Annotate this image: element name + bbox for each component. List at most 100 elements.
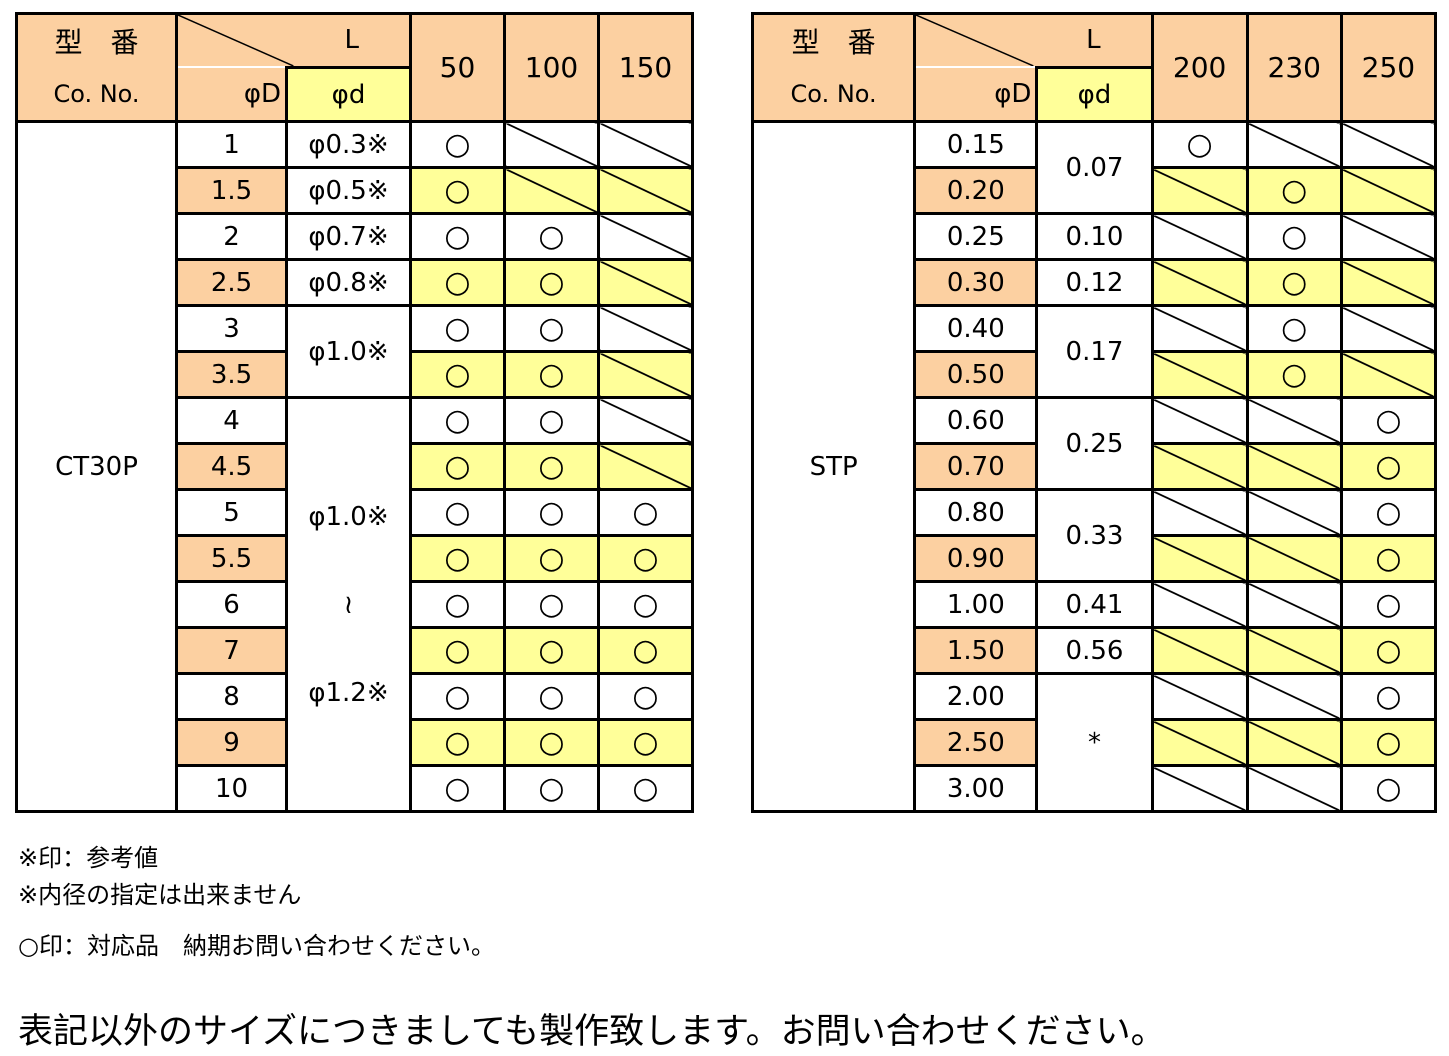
body-row: 3 φ1.0※ ○ ○: [17, 304, 694, 399]
body-row: 0.90 ○: [753, 534, 1438, 583]
header-L: L: [344, 25, 360, 55]
header-D: φD: [175, 67, 287, 123]
available-mark: ○: [503, 764, 600, 813]
note: ○印：対応品 納期お問い合わせください。: [18, 932, 495, 960]
header-model: 型 番: [750, 12, 917, 68]
model-name: STP: [750, 120, 917, 813]
body-row: 2.50 ○: [753, 718, 1438, 767]
body-row: 2.00 * ○: [753, 672, 1438, 813]
not-available: [1245, 534, 1343, 583]
inner-diameter: φ0.5※: [285, 166, 412, 215]
inner-diameter: 0.10: [1035, 212, 1154, 261]
available-mark: ○: [409, 120, 506, 169]
available-mark: ○: [1339, 718, 1438, 767]
not-available: [597, 442, 694, 491]
outer-diameter: 0.90: [913, 534, 1039, 583]
body-row: 0.25 0.10 ○: [753, 212, 1438, 261]
available-mark: ○: [409, 212, 506, 261]
inner-diameter: φ0.3※: [285, 120, 412, 169]
available-mark: ○: [503, 258, 600, 307]
header-length: 200: [1150, 12, 1249, 123]
available-mark: ○: [409, 672, 506, 721]
inner-diameter: 0.12: [1035, 258, 1154, 307]
not-available: [1150, 304, 1249, 353]
available-mark: ○: [409, 764, 506, 813]
not-available: [1150, 350, 1249, 399]
body-row: STP 0.15 0.07 ○: [750, 120, 1438, 813]
not-available: [597, 120, 694, 169]
outer-diameter: 1.00: [913, 580, 1039, 629]
body-row: 0.40 0.17 ○: [753, 304, 1438, 399]
not-available: [1245, 718, 1343, 767]
inner-diameter: φ1.0※: [285, 304, 412, 399]
not-available: [1150, 442, 1249, 491]
available-mark: ○: [409, 396, 506, 445]
body-row: 1.50 0.56 ○: [753, 626, 1438, 675]
header-length: 100: [503, 12, 600, 123]
inner-diameter: 0.41: [1035, 580, 1154, 629]
body-row: 3.00 ○: [753, 764, 1438, 813]
outer-diameter: 0.30: [913, 258, 1039, 307]
available-mark: ○: [503, 672, 600, 721]
not-available: [1150, 396, 1249, 445]
body-row: 2 φ0.7※ ○ ○: [17, 212, 694, 261]
available-mark: ○: [409, 718, 506, 767]
not-available: [597, 396, 694, 445]
not-available: [1245, 626, 1343, 675]
not-available: [1150, 212, 1249, 261]
inner-diameter-text: φ1.2※: [308, 677, 389, 708]
not-available: [1245, 672, 1343, 721]
note: ※印：参考値: [18, 844, 159, 872]
header-d: φd: [285, 66, 412, 123]
available-mark: ○: [409, 534, 506, 583]
body-row: 0.20 ○: [753, 166, 1438, 215]
body-row: 1.00 0.41 ○: [753, 580, 1438, 629]
available-mark: ○: [1339, 534, 1438, 583]
not-available: [1339, 120, 1438, 169]
not-available: [1339, 212, 1438, 261]
header-row: Co. No. φD φd: [15, 66, 693, 123]
available-mark: ○: [409, 350, 506, 399]
not-available: [1245, 764, 1343, 813]
right-table: 型 番 L 200 230 250 Co. No. φD φd STP 0.15 0.07 ○ 0.20…: [750, 12, 1438, 813]
available-mark: ○: [1150, 120, 1249, 169]
header-length: 50: [409, 12, 506, 123]
available-mark: ○: [1339, 396, 1438, 445]
available-mark: ○: [409, 580, 506, 629]
available-mark: ○: [1339, 672, 1438, 721]
not-available: [1150, 488, 1249, 537]
available-mark: ○: [409, 166, 506, 215]
body-row: 0.80 0.33 ○: [753, 488, 1438, 583]
available-mark: ○: [503, 212, 600, 261]
outer-diameter: 4.5: [175, 442, 288, 491]
available-mark: ○: [1245, 166, 1343, 215]
outer-diameter: 10: [175, 764, 288, 813]
outer-diameter: 8: [175, 672, 288, 721]
header-L: L: [1086, 25, 1101, 55]
outer-diameter: 6: [175, 580, 288, 629]
available-mark: ○: [503, 304, 600, 353]
inner-diameter: φ0.7※: [285, 212, 412, 261]
body-row: 5 ○ ○ ○: [17, 488, 694, 537]
body-row: CT30P 1 φ0.3※ ○: [15, 120, 694, 813]
header-d: φd: [1035, 66, 1154, 123]
outer-diameter: 0.60: [913, 396, 1039, 445]
available-mark: ○: [1245, 350, 1343, 399]
available-mark: ○: [597, 718, 694, 767]
not-available: [597, 212, 694, 261]
body-row: 9 ○ ○ ○: [17, 718, 694, 767]
not-available: [1339, 258, 1438, 307]
outer-diameter: 2.50: [913, 718, 1039, 767]
header-D: φD: [913, 67, 1037, 123]
available-mark: ○: [503, 534, 600, 583]
outer-diameter: 0.70: [913, 442, 1039, 491]
not-available: [1150, 258, 1249, 307]
not-available: [1339, 304, 1438, 353]
available-mark: ○: [597, 626, 694, 675]
outer-diameter: 2: [175, 212, 288, 261]
not-available: [1339, 350, 1438, 399]
not-available: [597, 166, 694, 215]
available-mark: ○: [503, 396, 600, 445]
available-mark: ○: [597, 672, 694, 721]
